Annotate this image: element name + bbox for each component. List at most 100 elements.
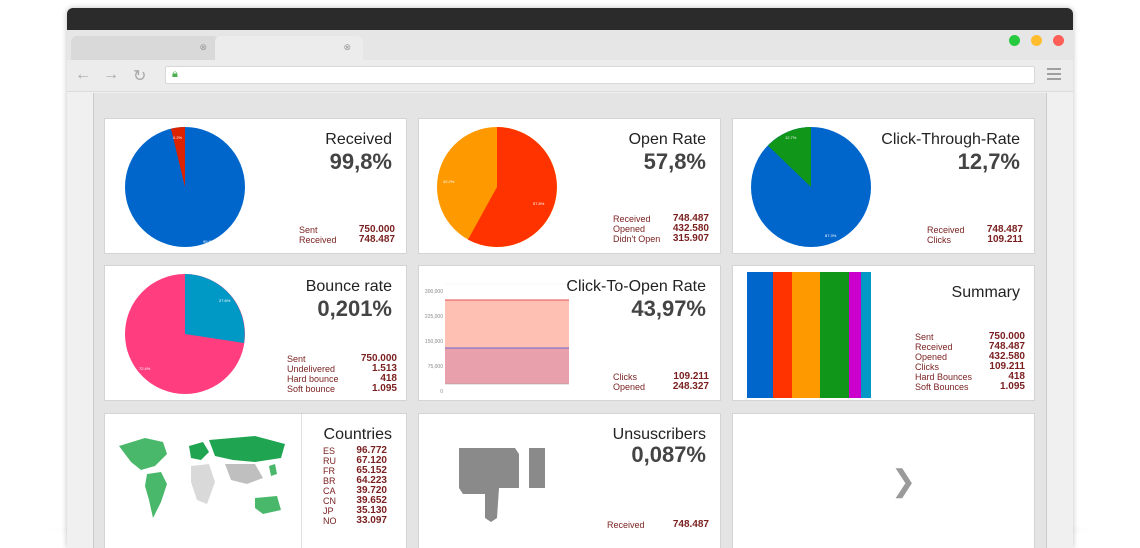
next-card[interactable]: ❯ <box>732 413 1035 548</box>
pie-slice-label: 27.6% <box>219 298 231 303</box>
countries-card: Countries ES 96.772 RU 67.120 FR 65.152 BR 6… <box>104 413 407 548</box>
y-tick-label: 225,000 <box>424 314 443 320</box>
map-region-north-america <box>119 438 167 470</box>
y-tick-label: 75,000 <box>427 364 443 370</box>
country-value: 39.720 <box>356 485 387 496</box>
browser-window: ⊗ ⊗ ← → ↻ 🔒︎ 0.2% 99.8% Received 99,8% S… <box>67 8 1073 548</box>
stat-value: 750.000 <box>358 224 395 235</box>
stat-label: Received <box>915 342 953 352</box>
pie-slice-clicks <box>768 127 811 187</box>
stats-list: Sent 750.000 Undelivered 1.513 Hard bounce… <box>287 354 397 395</box>
close-tab-icon[interactable]: ⊗ <box>199 42 207 52</box>
bar-clicks <box>820 272 849 398</box>
address-bar[interactable]: 🔒︎ <box>165 66 1035 84</box>
stat-label: Undelivered <box>287 364 336 374</box>
country-value: 96.772 <box>356 445 387 456</box>
browser-tab-1[interactable]: ⊗ <box>71 36 219 60</box>
pie-slice-hard-bounce <box>185 274 245 343</box>
pie-slice-label: 0.2% <box>173 135 183 140</box>
maximize-window-button[interactable] <box>1009 35 1020 46</box>
stat-value: 432.580 <box>672 223 709 234</box>
window-frame-top <box>67 8 1073 30</box>
country-code: FR <box>323 466 335 476</box>
stats-list: Clicks 109.211 Opened 248.327 <box>613 371 709 393</box>
stat-value: 418 <box>380 373 397 384</box>
y-axis-ticks: 300,000 225,000 150,000 75,000 0 <box>421 280 443 400</box>
card-title: Received <box>325 131 392 148</box>
bounce-rate-card: 27.6% 72.4% Bounce rate 0,201% Sent 750.0… <box>104 265 407 401</box>
stat-value: 1.095 <box>371 383 397 394</box>
close-tab-icon[interactable]: ⊗ <box>343 42 351 52</box>
country-code: JP <box>323 506 334 516</box>
stats-list: Received 748.487 Clicks 109.211 <box>927 224 1023 246</box>
stat-value: 748.487 <box>988 341 1025 352</box>
map-region-africa <box>191 464 215 504</box>
stat-value: 748.487 <box>672 519 709 530</box>
stat-value: 748.487 <box>358 234 395 245</box>
stat-label: Clicks <box>613 372 637 382</box>
country-value: 67.120 <box>356 455 387 466</box>
stat-value: 315.907 <box>672 233 709 244</box>
stat-value: 748.487 <box>986 224 1023 235</box>
stat-value: 248.327 <box>672 381 709 392</box>
stats-list: Sent 750.000 Received 748.487 Opened 432.58… <box>915 332 1025 393</box>
country-value: 65.152 <box>356 465 387 476</box>
open-rate-pie-chart: 42.2% 57.8% <box>437 127 557 247</box>
pie-slice-label: 72.4% <box>139 366 151 371</box>
menu-icon[interactable] <box>1047 68 1061 83</box>
close-window-button[interactable] <box>1053 35 1064 46</box>
stat-value: 109.211 <box>673 371 709 382</box>
country-code: BR <box>323 476 336 486</box>
card-title: Click-To-Open Rate <box>566 278 706 295</box>
stat-label: Received <box>607 520 645 530</box>
y-tick-label: 0 <box>440 389 443 395</box>
map-region-south-america <box>145 472 167 518</box>
stat-value: 748.487 <box>672 213 709 224</box>
stat-value: 1.513 <box>371 363 397 374</box>
bounce-pie-chart: 27.6% 72.4% <box>125 274 245 394</box>
back-arrow-icon[interactable]: ← <box>75 66 91 83</box>
lock-icon: 🔒︎ <box>172 68 178 80</box>
country-code: RU <box>323 456 336 466</box>
country-value: 64.223 <box>356 475 387 486</box>
minimize-window-button[interactable] <box>1031 35 1042 46</box>
card-title: Unsuscribers <box>612 426 706 443</box>
pie-slice-label: 12.7% <box>785 135 797 140</box>
country-value: 39.652 <box>356 495 387 506</box>
received-card: 0.2% 99.8% Received 99,8% Sent 750.000 Re… <box>104 118 407 254</box>
browser-tab-2[interactable]: ⊗ <box>215 36 363 60</box>
stat-label: Hard bounce <box>287 374 339 384</box>
pie-slice-opened <box>468 127 557 247</box>
y-tick-label: 300,000 <box>424 289 443 295</box>
tab-bar: ⊗ ⊗ <box>67 30 1073 60</box>
card-value: 57,8% <box>643 149 706 174</box>
stat-row: Received 748.487 <box>299 234 395 246</box>
stat-value: 432.580 <box>988 351 1025 362</box>
stat-value: 109.211 <box>987 234 1023 245</box>
stat-label: Opened <box>915 352 948 362</box>
click-through-rate-card: 12.7% 87.3% Click-Through-Rate 12,7% Rec… <box>732 118 1035 254</box>
card-value: 43,97% <box>631 296 706 321</box>
summary-bar-chart <box>747 272 871 398</box>
stats-list: ES 96.772 RU 67.120 FR 65.152 BR 64.223 CA 39… <box>323 445 387 527</box>
cto-area-chart <box>445 283 569 385</box>
click-to-open-card: 300,000 225,000 150,000 75,000 0 Click-T… <box>418 265 721 401</box>
stat-value: 1.095 <box>999 381 1025 392</box>
forward-arrow-icon[interactable]: → <box>103 66 119 83</box>
stat-label: Sent <box>915 332 934 342</box>
card-title: Click-Through-Rate <box>881 131 1020 148</box>
card-title: Bounce rate <box>305 278 392 295</box>
summary-card: Summary Sent 750.000 Received 748.487 Open… <box>732 265 1035 401</box>
stat-label: Soft bounce <box>287 384 336 394</box>
bar-received <box>773 272 792 398</box>
stat-label: Hard Bounces <box>915 372 973 382</box>
country-value: 35.130 <box>356 505 387 516</box>
map-region-australia <box>255 496 281 514</box>
reload-icon[interactable]: ↻ <box>133 68 147 85</box>
chevron-right-icon[interactable]: ❯ <box>891 465 917 498</box>
world-map <box>119 436 285 518</box>
card-value: 0,087% <box>631 442 706 467</box>
card-title: Summary <box>951 284 1020 301</box>
pie-slice-label: 99.8% <box>203 239 215 244</box>
map-region-asia <box>225 464 263 484</box>
